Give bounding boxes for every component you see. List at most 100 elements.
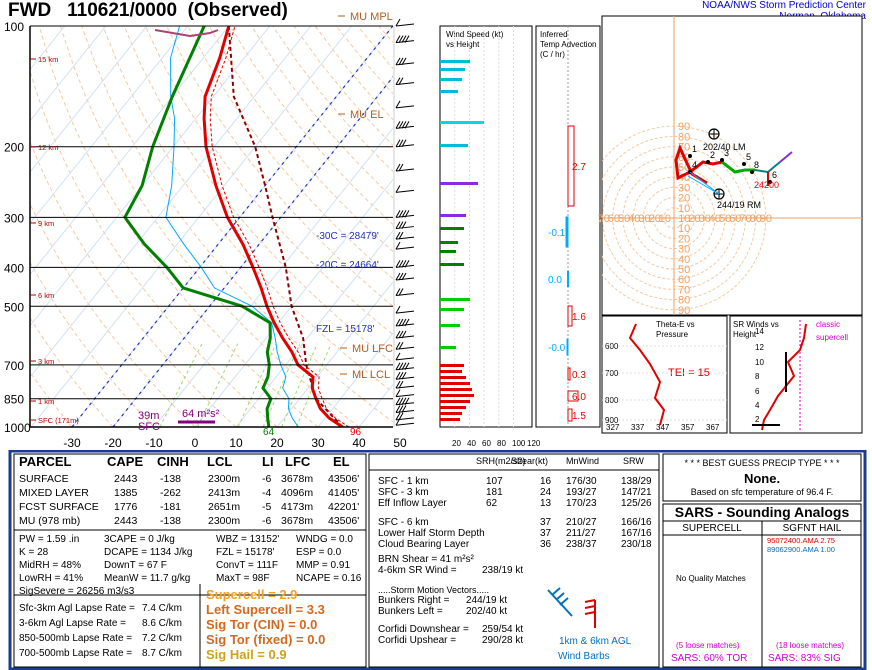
isotherm	[30, 26, 312, 378]
wind-barb	[395, 57, 415, 66]
kinematics-cell: 62	[486, 498, 498, 509]
theta-e-x-label: 327	[606, 423, 620, 432]
parcel-header: LFC	[285, 454, 311, 469]
hodograph-ring-label-left: 20	[649, 213, 661, 225]
sr-winds-height-label: 2	[755, 415, 760, 424]
lapse-rate-value: 7.4 C/km	[142, 603, 182, 614]
hodograph-panel	[601, 15, 863, 316]
corfidi-down-label: Corfidi Downshear =	[378, 624, 469, 635]
height-label: 1 km	[38, 397, 54, 406]
kinematics-cell: 211/27	[566, 528, 596, 539]
observation-type: (Observed)	[187, 0, 288, 21]
temp-advection-label: 1.5	[572, 411, 586, 422]
wind-speed-bar	[440, 250, 456, 253]
pressure-tick-label: 500	[4, 300, 24, 314]
sr-winds-profile	[761, 323, 807, 431]
kinematics-cell: 230/18	[621, 539, 652, 550]
wind-speed-bar	[440, 388, 472, 391]
lapse-rate-value: 8.7 C/km	[142, 648, 182, 659]
wind-barb	[395, 342, 415, 350]
parcel-trace	[227, 26, 344, 427]
hodograph-ring-label-left: 70	[598, 213, 610, 225]
observation-time: 110621/0000	[67, 0, 178, 21]
wind-barb	[395, 260, 415, 268]
sars-sig-probability: SARS: 83% SIG	[768, 653, 841, 664]
pressure-tick-label: 850	[4, 393, 24, 407]
hodograph-ring-label-v: 10	[678, 203, 690, 215]
height-label: SFC (171m)	[38, 416, 79, 425]
theta-e-title-1: Theta-E vs	[656, 320, 695, 329]
wind-barb	[395, 405, 415, 413]
sr-winds-title-2: Height	[733, 330, 757, 339]
hodograph-ring-label-left: 40	[628, 213, 640, 225]
index-value: NCAPE = 0.16	[296, 573, 362, 584]
mixing-ratio-line	[281, 343, 318, 427]
sars-no-matches: No Quality Matches	[676, 574, 746, 583]
hodograph-ring-label-down: 70	[678, 284, 690, 296]
pressure-tick-label: 200	[4, 141, 24, 155]
temp-advection-label: 0.3	[572, 370, 586, 381]
wind-speed-bar	[440, 263, 464, 266]
sr-winds-height-label: 14	[755, 327, 764, 336]
index-value: ConvT = 111F	[216, 560, 278, 571]
temperature-tick-label: 30	[311, 436, 325, 450]
mu-lfc-label: MU LFC	[352, 343, 393, 355]
lapse-rate-value: 7.2 C/km	[142, 633, 182, 644]
wind-barb	[395, 185, 415, 193]
skewt-plot-area	[30, 26, 393, 427]
temp-advection-label: 6.0	[572, 392, 586, 403]
temp-advection-bar	[567, 390, 579, 402]
hodograph-ring-label-v: 30	[678, 182, 690, 194]
wind-speed-bar	[440, 418, 460, 421]
index-value: MaxT = 98F	[216, 573, 269, 584]
parcel-cell: SURFACE	[19, 473, 69, 485]
right-mover-label: 244/19 RM	[717, 200, 761, 210]
dry-adiabat	[144, 26, 393, 336]
ml-lcl-label: ML LCL	[352, 369, 390, 381]
left-mover-label: 202/40 LM	[703, 142, 746, 152]
kinematics-cell: 210/27	[566, 517, 597, 528]
hodograph-height-label: 1	[692, 144, 697, 154]
bunkers-right-value: 244/19 kt	[466, 595, 507, 606]
hodograph-ring-label-down: 60	[678, 274, 690, 286]
parcel-header: CAPE	[107, 454, 143, 469]
upper-temp-trace	[154, 29, 219, 38]
wind-barb	[395, 389, 415, 398]
agl-barbs-label-2: Wind Barbs	[558, 651, 610, 662]
org-name: NOAA/NWS Storm Prediction Center	[702, 0, 866, 11]
composite-index: Supercell = 2.9	[206, 587, 297, 602]
effective-layer-sfc-label: SFC	[138, 421, 160, 433]
temp-advection-bar	[567, 408, 573, 422]
parcel-header: CINH	[157, 454, 189, 469]
temperature-tick-label: 0	[192, 436, 199, 450]
wind-barb	[395, 221, 415, 230]
hodograph-ring-label-u: 90	[760, 213, 772, 225]
index-value: ESP = 0.0	[296, 547, 342, 558]
hodograph-ring-label-u: 40	[709, 213, 721, 225]
isotherm	[235, 229, 393, 427]
wind-barb	[395, 397, 415, 406]
wind-barb	[395, 362, 415, 371]
kinematics-cell: 166/16	[621, 517, 652, 528]
barb-6km	[584, 599, 596, 628]
hodograph-ring-label-down: 80	[678, 295, 690, 307]
index-value: PW = 1.59 .in	[19, 534, 79, 545]
hodograph-plot	[602, 16, 862, 315]
wind-barb	[395, 272, 415, 281]
wind-speed-bar	[440, 324, 460, 327]
index-value: K = 28	[19, 547, 49, 558]
parcel-cell: -4	[262, 487, 271, 499]
hodograph-height-dot	[768, 180, 772, 184]
kinematics-cell: 170/23	[566, 498, 597, 509]
parcel-cell: -138	[160, 473, 181, 485]
wind-speed-bar	[440, 400, 470, 403]
index-value: MMP = 0.91	[296, 560, 350, 571]
sars-hail-header: SGFNT HAIL	[783, 523, 842, 534]
hodograph-height-dot	[750, 170, 754, 174]
height-label: 6 km	[38, 291, 54, 300]
station-id: FWD	[8, 0, 52, 21]
kinematics-cell: 37	[540, 517, 552, 528]
precip-panel	[662, 453, 862, 502]
wind-barb	[395, 210, 415, 218]
